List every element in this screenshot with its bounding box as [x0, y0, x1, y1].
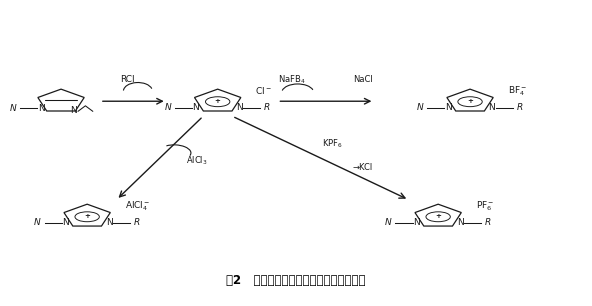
Text: NaCl: NaCl: [353, 75, 372, 84]
Text: R: R: [516, 103, 523, 112]
Text: N: N: [34, 218, 41, 227]
Text: PF$_6^-$: PF$_6^-$: [476, 199, 494, 213]
Text: AlCl$_3$: AlCl$_3$: [186, 155, 208, 167]
Text: N: N: [385, 218, 392, 227]
Text: +: +: [215, 98, 221, 104]
Text: R: R: [484, 218, 491, 227]
Text: →KCl: →KCl: [353, 163, 373, 172]
Text: +: +: [435, 213, 441, 219]
Text: N: N: [10, 104, 17, 113]
Text: N: N: [62, 218, 69, 227]
Text: N: N: [106, 218, 112, 227]
Text: N: N: [413, 218, 420, 227]
Text: N: N: [488, 103, 496, 112]
Text: N: N: [236, 103, 243, 112]
Text: N: N: [38, 104, 44, 113]
Text: Cl$^-$: Cl$^-$: [255, 85, 272, 96]
Text: 图2   合成咪唑系离子液体的典型反应步骤: 图2 合成咪唑系离子液体的典型反应步骤: [226, 274, 366, 288]
Text: BF$_4^-$: BF$_4^-$: [508, 84, 527, 98]
Text: R: R: [264, 103, 270, 112]
Text: +: +: [467, 98, 473, 104]
Text: N: N: [165, 103, 171, 112]
Text: AlCl$_4^-$: AlCl$_4^-$: [125, 199, 150, 213]
Text: N: N: [445, 103, 452, 112]
Text: N: N: [70, 106, 77, 114]
Text: R: R: [133, 218, 140, 227]
Text: RCl: RCl: [120, 75, 135, 84]
Text: N: N: [192, 103, 199, 112]
Text: +: +: [84, 213, 90, 219]
Text: N: N: [417, 103, 424, 112]
Text: NaFB$_4$: NaFB$_4$: [278, 73, 305, 86]
Text: KPF$_6$: KPF$_6$: [322, 137, 343, 150]
Text: N: N: [456, 218, 464, 227]
